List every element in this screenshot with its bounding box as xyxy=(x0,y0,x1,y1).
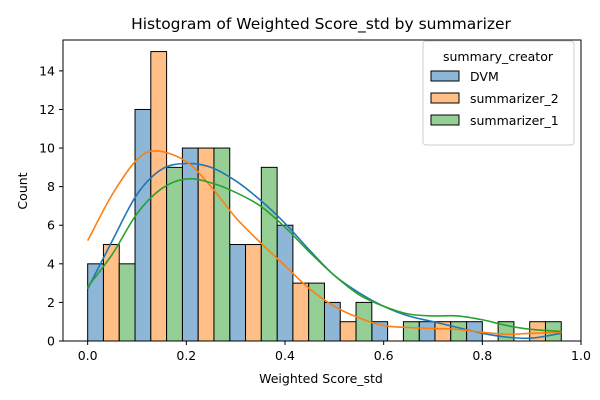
bar-summarizer_1-6 xyxy=(402,321,420,342)
chart-title: Histogram of Weighted Score_std by summa… xyxy=(131,15,511,34)
y-axis-label: Count xyxy=(15,172,30,209)
bar-summarizer_2-5 xyxy=(339,321,357,342)
bars-group xyxy=(87,51,562,342)
legend-label-summarizer_1: summarizer_1 xyxy=(470,113,559,128)
bar-summarizer_1-4 xyxy=(308,282,325,342)
bar-summarizer_1-2 xyxy=(213,147,231,342)
plot-frame xyxy=(62,39,582,342)
y-tick-label: 12 xyxy=(39,102,55,117)
legend-swatch-summarizer_1 xyxy=(430,114,460,126)
y-tick-label: 10 xyxy=(39,141,55,156)
legend: summary_creator DVM summarizer_2 summarize… xyxy=(422,40,575,146)
legend-label-DVM: DVM xyxy=(470,69,499,84)
kde-curves-group xyxy=(86,150,562,340)
x-axis-label: Weighted Score_std xyxy=(259,371,383,386)
legend-frame xyxy=(422,40,575,146)
x-tick-label: 0.6 xyxy=(374,348,394,363)
bar-summarizer_2-3 xyxy=(245,244,262,342)
bar-DVM-1 xyxy=(134,108,152,342)
y-tick-label: 8 xyxy=(47,179,55,194)
legend-label-summarizer_2: summarizer_2 xyxy=(470,91,559,106)
x-axis-ticks: 0.0 0.2 0.4 0.6 0.8 1.0 xyxy=(78,341,591,363)
bar-DVM-2 xyxy=(181,147,199,342)
kde-line-summarizer_2 xyxy=(86,150,562,336)
bar-summarizer_2-0 xyxy=(102,244,120,342)
kde-line-summarizer_1 xyxy=(87,177,562,333)
y-tick-label: 4 xyxy=(47,256,55,271)
legend-swatch-DVM xyxy=(430,70,460,82)
y-tick-label: 6 xyxy=(47,218,55,233)
bar-summarizer_2-4 xyxy=(292,282,310,342)
x-tick-label: 1.0 xyxy=(571,348,591,363)
y-tick-label: 14 xyxy=(39,63,55,78)
bar-summarizer_1-1 xyxy=(166,166,183,342)
bar-summarizer_1-0 xyxy=(118,263,136,342)
y-axis-ticks: 0 2 4 6 8 10 12 14 xyxy=(39,63,63,349)
x-tick-label: 0.2 xyxy=(176,348,196,363)
x-tick-label: 0.0 xyxy=(78,348,98,363)
legend-swatch-summarizer_2 xyxy=(430,92,460,104)
bar-DVM-4 xyxy=(276,224,294,342)
bar-summarizer_1-7 xyxy=(450,321,468,342)
y-tick-label: 0 xyxy=(47,334,55,349)
x-tick-label: 0.4 xyxy=(275,348,295,363)
bar-DVM-3 xyxy=(229,244,247,342)
x-tick-label: 0.8 xyxy=(472,348,492,363)
bar-summarizer_1-3 xyxy=(260,166,278,342)
legend-title: summary_creator xyxy=(443,49,554,64)
bar-summarizer_2-2 xyxy=(197,147,215,342)
bar-DVM-0 xyxy=(87,263,104,342)
y-tick-label: 2 xyxy=(47,295,55,310)
bar-DVM-7 xyxy=(418,321,436,342)
